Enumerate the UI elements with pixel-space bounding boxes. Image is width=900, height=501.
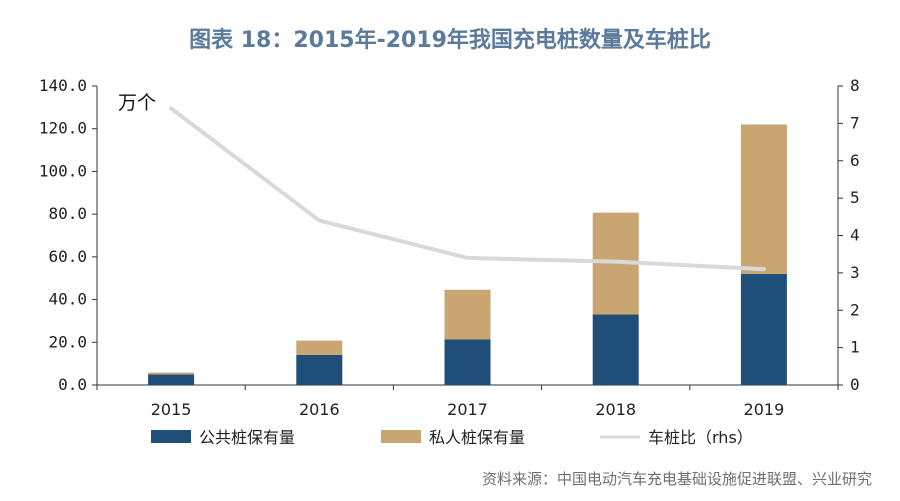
chart-axes: 0.0 20.0 40.0 60.0 80.0 100.0 120.0 140.0 0 1 2 3 4 5… [39,76,860,419]
chart-bars [148,124,787,385]
bar-private [740,124,787,274]
bar-public [444,339,491,385]
legend-swatch [381,430,421,443]
left-tick-label: 100.0 [39,161,87,180]
left-tick-label: 40.0 [48,290,87,309]
bar-private [296,340,343,355]
left-tick-label: 60.0 [48,247,87,266]
legend-private: 私人桩保有量 [381,428,525,447]
legend-label: 车桩比（rhs） [648,428,753,447]
right-tick-label: 0 [850,375,860,394]
line-ratio [169,106,766,272]
bar-public [740,273,787,385]
legend-label: 公共桩保有量 [199,428,295,447]
bar-public [148,374,195,385]
source-note: 资料来源：中国电动汽车充电基础设施促进联盟、兴业研究 [481,470,872,488]
right-tick-label: 3 [850,263,860,282]
legend-label: 私人桩保有量 [429,428,525,447]
chart-line [169,106,766,272]
legend-public: 公共桩保有量 [151,428,295,447]
bar-private [444,289,491,340]
left-tick-label: 80.0 [48,204,87,223]
legend-swatch [151,430,191,443]
right-tick-label: 4 [850,226,860,245]
x-tick-label: 2017 [447,400,488,419]
chart-legend: 公共桩保有量 私人桩保有量 车桩比（rhs） [151,428,753,447]
right-tick-label: 1 [850,338,860,357]
right-tick-label: 8 [850,76,860,95]
x-tick-label: 2019 [744,400,785,419]
left-tick-label: 20.0 [48,332,87,351]
left-tick-label: 0.0 [58,375,87,394]
bar-public [592,314,639,385]
x-tick-label: 2018 [595,400,636,419]
right-tick-label: 2 [850,300,860,319]
x-tick-label: 2016 [299,400,340,419]
bar-public [296,354,343,385]
unit-label: 万个 [118,92,156,114]
legend-ratio: 车桩比（rhs） [600,428,753,447]
x-tick-label: 2015 [151,400,192,419]
left-tick-label: 140.0 [39,76,87,95]
right-tick-label: 5 [850,188,860,207]
left-tick-label: 120.0 [39,119,87,138]
chart-title: 图表 18：2015年-2019年我国充电桩数量及车桩比 [189,28,711,53]
right-tick-label: 7 [850,113,860,132]
right-tick-label: 6 [850,151,860,170]
bar-private [148,372,195,375]
